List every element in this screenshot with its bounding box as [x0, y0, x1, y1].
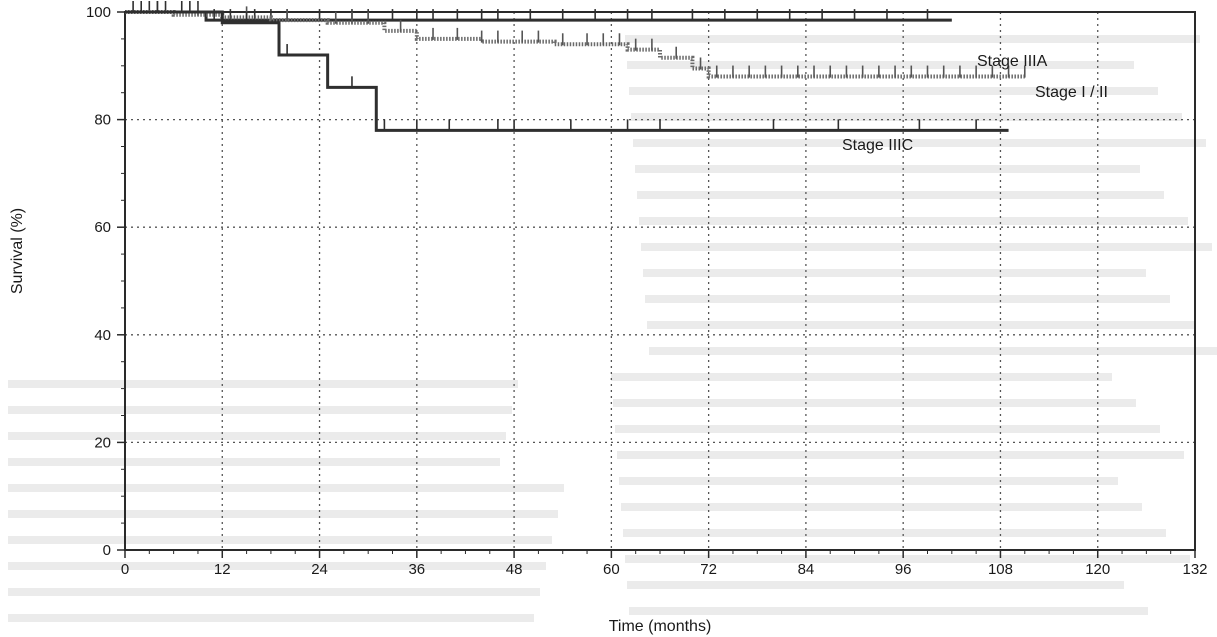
background-text-line	[639, 217, 1188, 225]
x-tick-label: 48	[506, 561, 523, 578]
x-axis-title: Time (months)	[609, 618, 712, 635]
background-text-line	[647, 321, 1194, 329]
series-label-stage-iiia: Stage IIIA	[977, 53, 1048, 70]
background-text-line	[631, 113, 1182, 121]
x-tick-label: 36	[408, 561, 425, 578]
x-tick-label: 108	[988, 561, 1013, 578]
background-text-line	[641, 243, 1212, 251]
background-text-line	[629, 87, 1158, 95]
background-text-line	[617, 451, 1184, 459]
x-tick-label: 84	[798, 561, 815, 578]
y-tick-label: 40	[94, 327, 111, 344]
series-label-stage-iiic: Stage IIIC	[842, 137, 913, 154]
y-tick-label: 100	[86, 4, 111, 21]
x-tick-label: 24	[311, 561, 328, 578]
y-axis-title: Survival (%)	[9, 208, 26, 294]
series-stage-iiic	[125, 1, 1009, 132]
background-text-line	[637, 191, 1164, 199]
background-text-line	[649, 347, 1217, 355]
background-text-line	[629, 607, 1148, 615]
x-tick-label: 96	[895, 561, 912, 578]
background-text-line	[635, 165, 1140, 173]
background-text-line	[8, 380, 518, 388]
x-tick-label: 60	[603, 561, 620, 578]
x-tick-label: 12	[214, 561, 231, 578]
background-text-line	[8, 562, 546, 570]
background-text-line	[8, 432, 506, 440]
survival-curves	[125, 1, 1026, 132]
background-text-line	[615, 425, 1160, 433]
series-label-stage-i-ii: Stage I / II	[1035, 84, 1108, 101]
survival-curve-stage-i-ii	[125, 10, 1025, 79]
y-tick-label: 20	[94, 434, 111, 451]
y-tick-label: 80	[94, 112, 111, 129]
survival-curve-stage-iiic	[125, 10, 1009, 132]
x-tick-label: 72	[700, 561, 717, 578]
background-text-line	[633, 139, 1206, 147]
background-text-line	[8, 510, 558, 518]
background-text-line	[611, 373, 1112, 381]
background-text-line	[613, 399, 1136, 407]
background-text-line	[8, 406, 512, 414]
background-text-line	[8, 484, 564, 492]
background-text-line	[645, 295, 1170, 303]
x-tick-label: 120	[1085, 561, 1110, 578]
x-tick-label: 132	[1182, 561, 1207, 578]
background-text-line	[8, 536, 552, 544]
background-text-line	[623, 529, 1166, 537]
background-text-line	[627, 581, 1124, 589]
series-stage-i-ii	[125, 1, 1026, 79]
background-text-line	[619, 477, 1118, 485]
background-text-line	[625, 555, 1190, 563]
series-labels: Stage IIIA Stage I / II Stage IIIC	[842, 53, 1108, 154]
background-text-line	[621, 503, 1142, 511]
background-text-line	[8, 588, 540, 596]
y-tick-label: 0	[103, 542, 111, 559]
x-tick-labels: 0 12 24 36 48 60 72 84 96 108 120 132	[121, 561, 1208, 578]
background-text-line	[8, 458, 500, 466]
axes	[117, 11, 1196, 558]
background-text-line	[625, 35, 1200, 43]
background-text-line	[627, 61, 1134, 69]
y-tick-label: 60	[94, 219, 111, 236]
background-text-line	[643, 269, 1146, 277]
y-tick-labels: 0 20 40 60 80 100	[86, 4, 111, 559]
background-text-line	[8, 614, 534, 622]
x-tick-label: 0	[121, 561, 129, 578]
